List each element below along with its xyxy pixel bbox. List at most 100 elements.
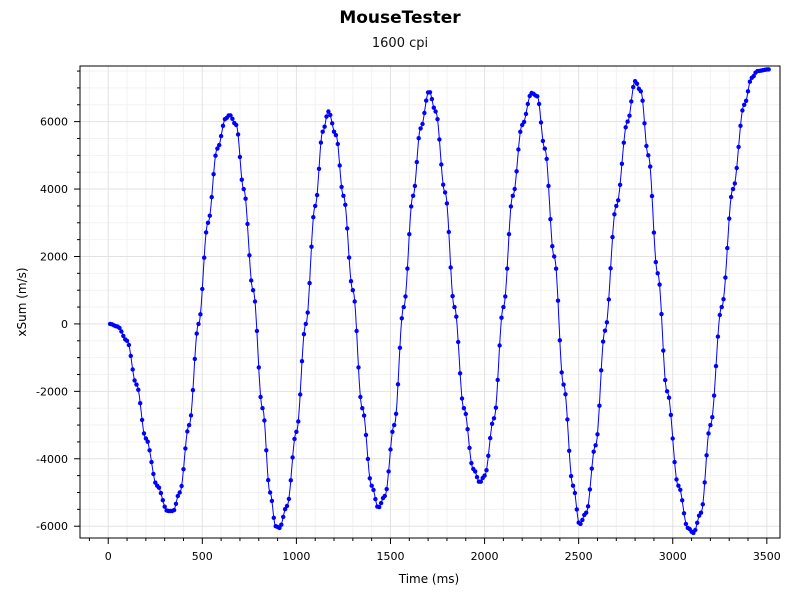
- axis-ticks: 0 500 1000 1500 2000 2500 3000 3500 -6000 -4000 -2…: [36, 70, 781, 563]
- data-point: [704, 453, 709, 458]
- data-point: [495, 377, 500, 383]
- x-tick-label: 2500: [565, 550, 593, 563]
- data-point: [200, 286, 205, 292]
- data-point: [503, 294, 508, 299]
- data-point: [190, 387, 196, 393]
- data-point: [149, 459, 154, 465]
- y-tick-label: -2000: [36, 385, 68, 398]
- data-point: [284, 503, 290, 509]
- data-point: [627, 113, 632, 118]
- data-point: [354, 328, 359, 334]
- data-point: [409, 204, 414, 209]
- data-point: [198, 312, 203, 317]
- data-point: [175, 493, 180, 499]
- data-point: [126, 342, 132, 348]
- data-point: [173, 501, 179, 506]
- data-point: [313, 203, 318, 209]
- data-point: [461, 406, 467, 411]
- data-point: [262, 418, 267, 423]
- data-point: [431, 105, 436, 110]
- data-point: [395, 382, 401, 387]
- x-axis-label: Time (ms): [398, 572, 460, 586]
- data-point: [207, 213, 212, 218]
- data-point: [401, 304, 406, 310]
- x-tick-label: 3000: [659, 550, 687, 563]
- data-point: [392, 422, 397, 428]
- data-point: [418, 126, 423, 131]
- data-point: [732, 181, 737, 186]
- data-point: [457, 371, 463, 376]
- data-point: [668, 412, 674, 418]
- data-point: [134, 382, 139, 387]
- data-point: [706, 431, 711, 436]
- data-point: [132, 378, 137, 383]
- data-point: [567, 448, 572, 453]
- data-point: [266, 477, 271, 483]
- data-point: [535, 94, 540, 99]
- data-point: [303, 321, 308, 327]
- data-point: [597, 403, 602, 408]
- data-point: [234, 122, 239, 128]
- data-point: [307, 280, 312, 286]
- data-point: [143, 436, 149, 441]
- data-point: [725, 245, 730, 251]
- data-point: [377, 504, 382, 510]
- data-point: [493, 405, 499, 410]
- data-point: [179, 483, 184, 489]
- data-point: [422, 110, 427, 116]
- x-tick-label: 2000: [471, 550, 499, 563]
- data-point: [441, 182, 446, 187]
- data-point: [230, 116, 235, 122]
- data-point: [424, 98, 429, 103]
- data-point: [267, 490, 273, 495]
- data-point: [365, 456, 371, 462]
- data-point: [243, 196, 248, 201]
- data-point: [228, 113, 233, 118]
- data-point: [469, 460, 474, 466]
- data-point: [260, 406, 265, 411]
- data-point: [610, 234, 615, 240]
- data-point: [269, 498, 275, 504]
- data-point: [505, 266, 510, 271]
- data-point: [117, 325, 122, 331]
- data-point: [521, 119, 527, 125]
- data-point: [235, 132, 241, 137]
- data-point: [311, 215, 316, 220]
- data-point: [399, 316, 404, 321]
- data-point: [676, 483, 681, 488]
- data-point: [674, 477, 679, 482]
- data-point: [352, 299, 357, 304]
- data-point: [738, 123, 743, 128]
- data-point: [670, 436, 675, 441]
- data-point: [508, 204, 514, 209]
- data-point: [414, 159, 419, 165]
- data-point: [702, 480, 707, 485]
- data-point: [570, 483, 576, 488]
- y-tick-label: -4000: [36, 453, 68, 466]
- data-point: [330, 121, 335, 126]
- data-point: [333, 132, 339, 138]
- data-point: [572, 490, 578, 496]
- data-point: [326, 109, 331, 114]
- data-point: [561, 382, 566, 387]
- data-point: [523, 111, 529, 117]
- data-point: [467, 445, 472, 451]
- data-point: [557, 338, 562, 343]
- data-point: [145, 439, 150, 444]
- data-point: [136, 387, 141, 392]
- data-point: [237, 154, 243, 160]
- data-point: [602, 328, 608, 333]
- major-grid: [80, 66, 780, 538]
- data-point: [296, 419, 301, 424]
- data-point: [518, 129, 523, 134]
- chart-title: MouseTester: [339, 8, 461, 28]
- data-point: [281, 514, 286, 520]
- data-point: [119, 329, 124, 334]
- data-point: [188, 413, 194, 418]
- data-point: [555, 298, 561, 303]
- y-tick-label: 4000: [40, 183, 68, 196]
- data-point: [360, 406, 365, 411]
- data-point: [484, 468, 489, 473]
- data-point: [247, 253, 252, 258]
- data-point: [433, 109, 438, 114]
